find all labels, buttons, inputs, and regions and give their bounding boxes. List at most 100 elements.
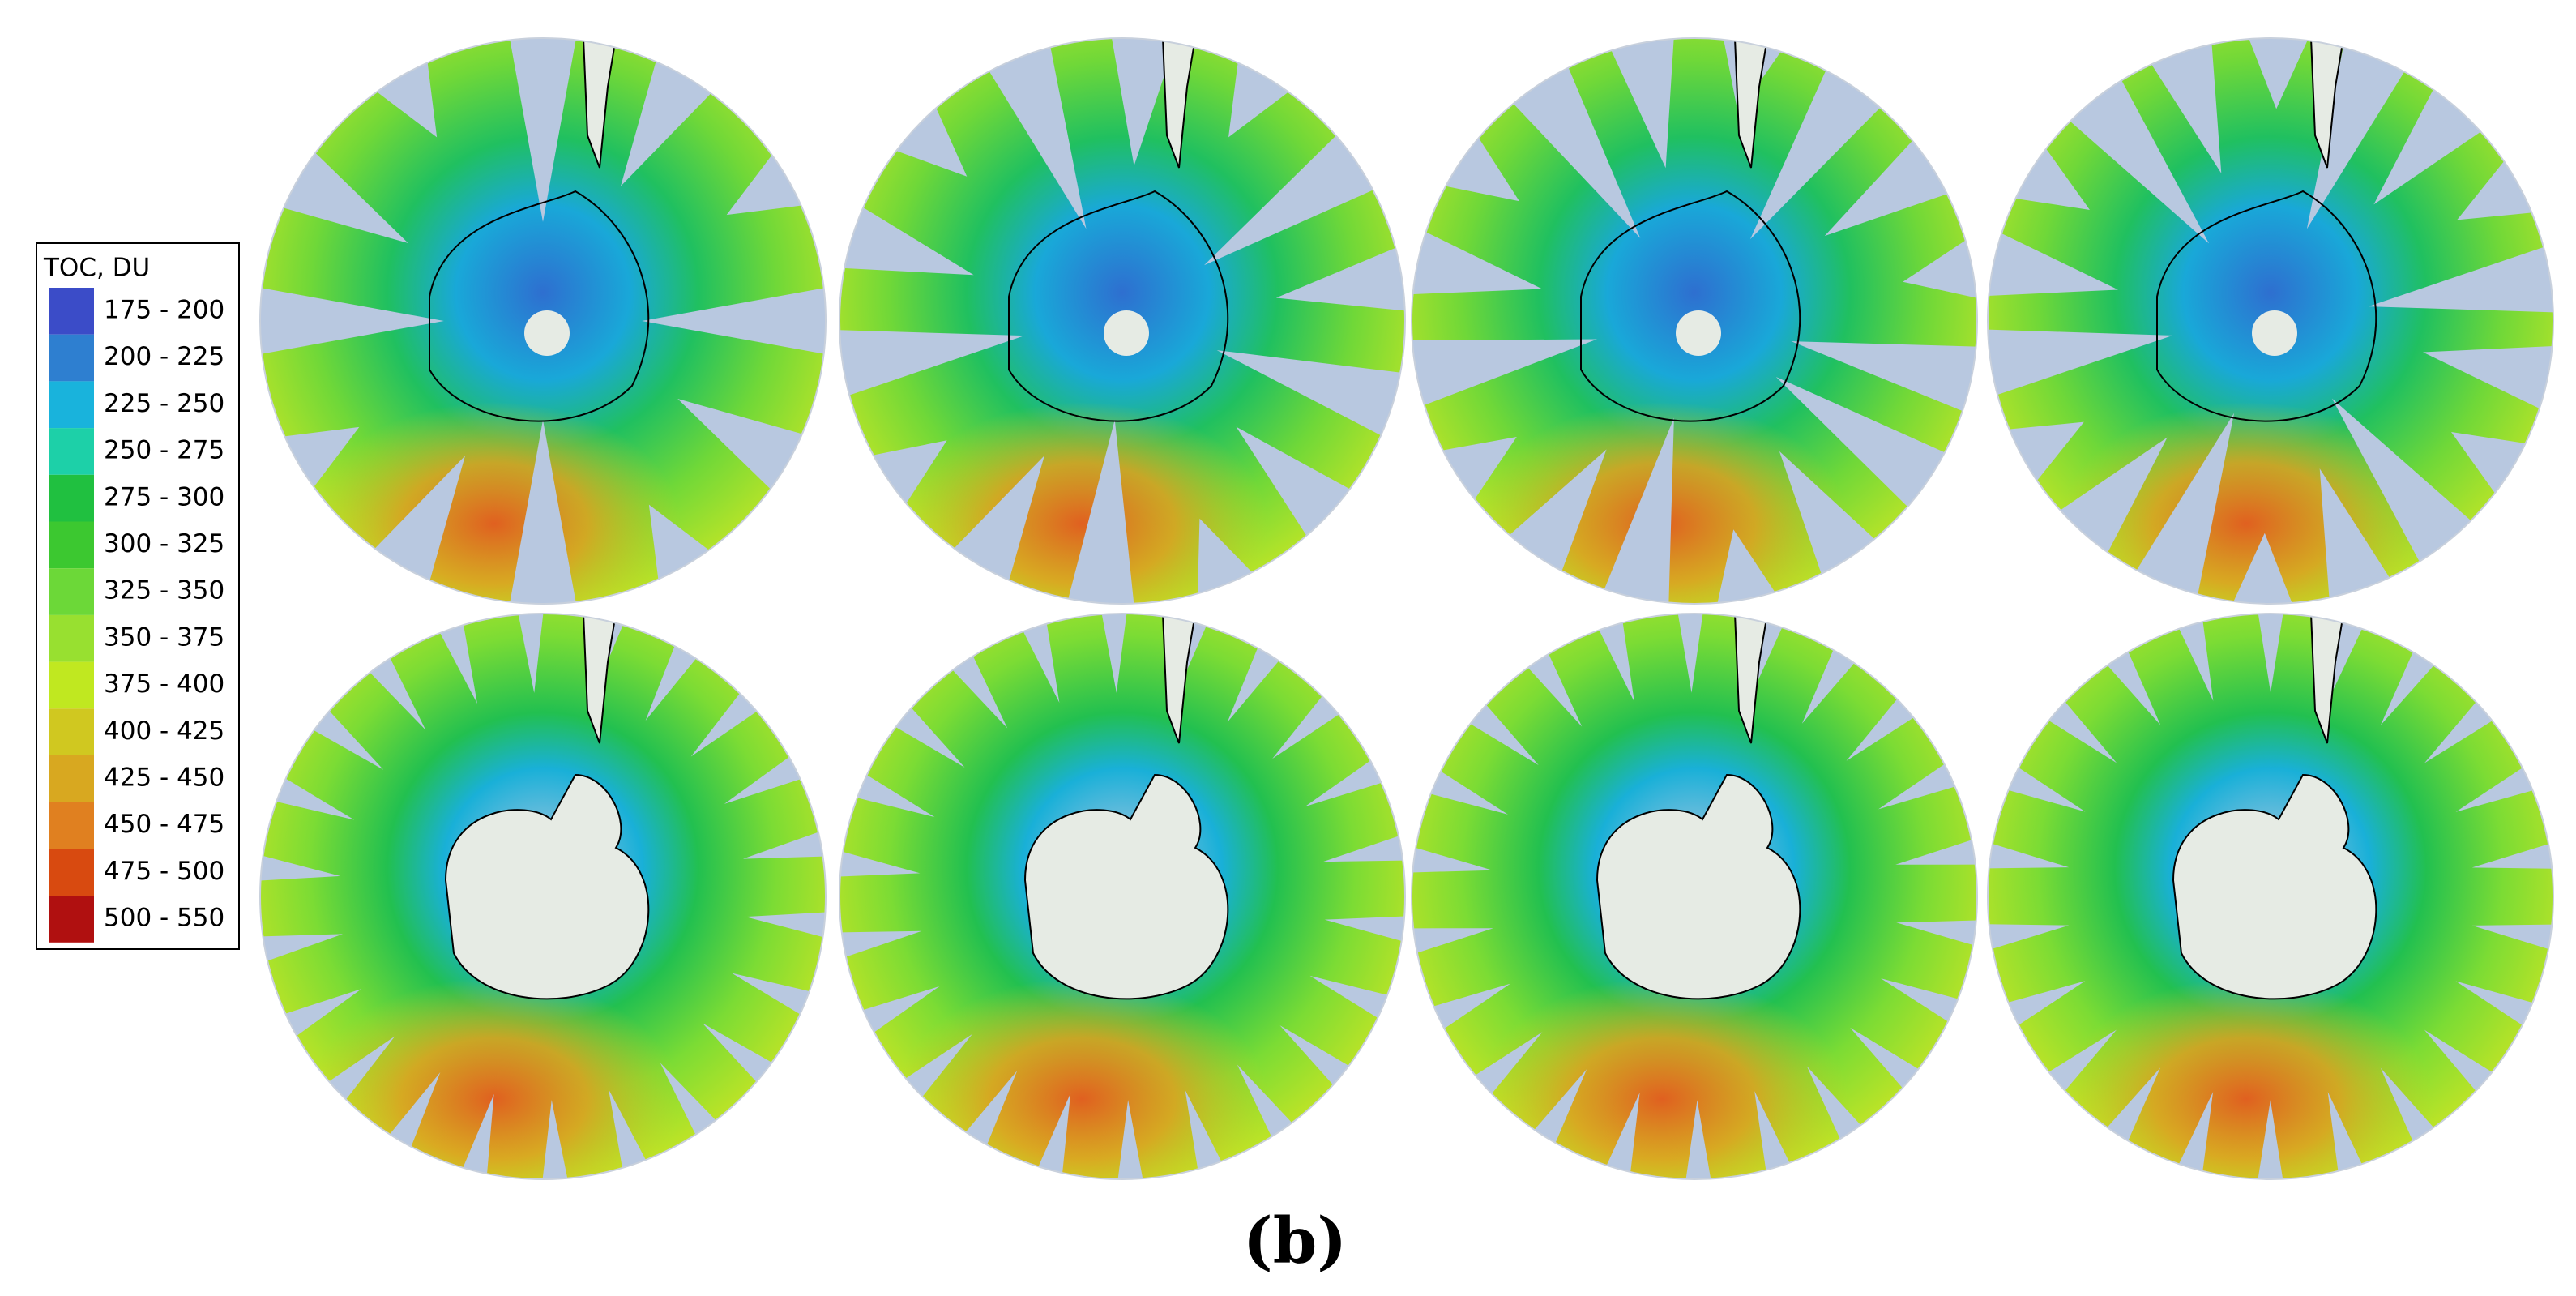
map (1988, 38, 2553, 604)
map (1412, 614, 1977, 1179)
maps (259, 37, 2554, 1180)
caption: (b) (1243, 1204, 1347, 1278)
data-gap (363, 45, 438, 138)
data-gap (1992, 421, 2084, 494)
legend-swatch (49, 614, 94, 662)
data-gap (1322, 831, 1405, 862)
data-gap (1032, 1093, 1071, 1179)
data-gap (1988, 226, 2118, 297)
legend-swatch (49, 381, 94, 429)
legend-swatch (49, 802, 94, 849)
map-border (1411, 613, 1978, 1180)
data-gap (839, 199, 974, 276)
south-america (583, 614, 617, 744)
legend-label: 475 - 500 (104, 857, 224, 886)
map (839, 38, 1405, 604)
data-gap (2423, 345, 2553, 416)
data-gap (2255, 614, 2286, 693)
coastline (2156, 190, 2377, 422)
data-gap (642, 284, 826, 357)
data-gap (745, 911, 826, 942)
south-america (1734, 614, 1768, 744)
map-border (259, 613, 827, 1180)
data-gap (2319, 468, 2399, 604)
map-border (839, 37, 1406, 605)
antarctica (1023, 773, 1229, 1000)
data-gap (2172, 614, 2214, 701)
data-gap (609, 1089, 654, 1179)
data-gap (1988, 924, 2070, 954)
data-gap (1109, 38, 1181, 166)
data-gap (1998, 135, 2090, 210)
legend-label: 425 - 450 (104, 763, 224, 793)
data-gap (857, 440, 947, 518)
data-gap (2457, 148, 2549, 220)
data-gap (260, 934, 344, 967)
legend-swatch (49, 661, 94, 709)
hot-region (895, 977, 1268, 1179)
data-gap (1412, 928, 1493, 958)
data-gap (1412, 225, 1543, 295)
antarctica (2172, 773, 2377, 1000)
data-gap (2471, 839, 2553, 869)
data-gap (726, 141, 818, 216)
data-gap (515, 614, 545, 693)
data-gap (2172, 1092, 2214, 1179)
legend-title: TOC, DU (43, 254, 150, 283)
map-border (1411, 37, 1978, 605)
legend-label: 300 - 325 (104, 529, 224, 558)
pole-gap (2252, 310, 2297, 356)
data-gap (2142, 38, 2222, 173)
data-gap (1216, 350, 1405, 443)
legend-label: 350 - 375 (104, 622, 224, 652)
data-gap (267, 426, 360, 501)
legend-swatch (49, 896, 94, 943)
pole-gap (524, 310, 570, 356)
hot-region (2060, 977, 2433, 1179)
data-gap (648, 504, 723, 597)
pole-gap (1104, 310, 1149, 356)
data-gap (540, 1100, 571, 1179)
coastline (429, 190, 650, 422)
data-gap (839, 329, 1025, 400)
data-gap (2331, 398, 2484, 576)
map (839, 614, 1405, 1179)
map (1412, 38, 1977, 604)
data-gap (839, 847, 921, 878)
south-america (2310, 38, 2344, 169)
data-gap (1203, 124, 1388, 266)
data-gap (456, 1093, 494, 1179)
legend-label: 225 - 250 (104, 389, 224, 418)
data-gap (1675, 614, 1706, 693)
antarctica (1596, 773, 1801, 1000)
legend-swatch (49, 849, 94, 896)
legend-swatch (49, 708, 94, 755)
data-gap (1064, 419, 1136, 604)
hot-region (1476, 977, 1848, 1179)
legend-label: 375 - 400 (104, 669, 224, 699)
data-gap (1604, 38, 1675, 169)
data-gap (1228, 45, 1302, 138)
coastline (1008, 190, 1229, 422)
south-america (1734, 38, 1768, 169)
data-gap (1988, 839, 2070, 869)
data-gap (506, 38, 579, 222)
south-america (2310, 614, 2344, 744)
legend-label: 275 - 300 (104, 482, 224, 511)
data-gap (1412, 339, 1597, 411)
data-gap (2368, 242, 2553, 313)
data-gap (260, 851, 340, 882)
data-gap (2306, 38, 2413, 229)
data-gap (1116, 1100, 1146, 1179)
data-gap (2327, 1092, 2369, 1179)
data-gap (1896, 920, 1977, 950)
data-gap (2242, 38, 2315, 109)
data-gap (1591, 614, 1634, 702)
map-border (1987, 613, 2554, 1180)
data-gap (742, 826, 826, 859)
data-gap (2226, 533, 2299, 604)
legend-label: 200 - 225 (104, 342, 224, 371)
south-america (583, 38, 617, 169)
hot-region (308, 402, 681, 604)
